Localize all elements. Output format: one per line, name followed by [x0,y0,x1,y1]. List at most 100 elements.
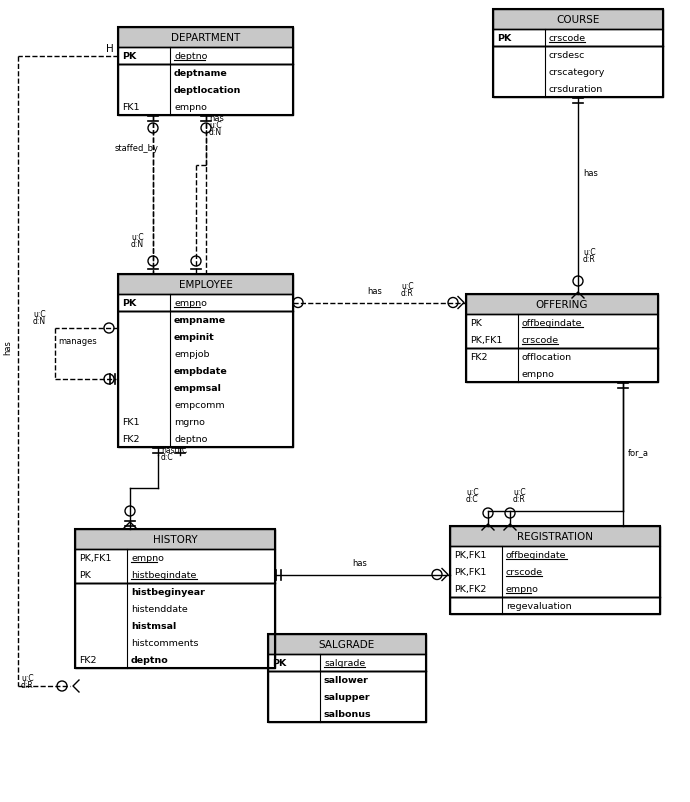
Bar [450,526,660,546]
Text: deptlocation: deptlocation [174,86,242,95]
Bar [118,274,293,294]
Bar [75,583,275,668]
Bar [466,294,658,383]
Text: PK,FK1: PK,FK1 [454,567,486,577]
Text: PK: PK [272,658,286,667]
Bar [466,314,658,349]
Text: u:C: u:C [131,233,144,241]
Text: FK2: FK2 [122,435,139,444]
Text: empinit: empinit [174,333,215,342]
Bar [118,65,293,115]
Text: FK2: FK2 [79,655,97,664]
Text: u:C: u:C [513,488,526,496]
Text: PK: PK [122,298,136,308]
Text: crscode: crscode [506,567,543,577]
Bar [75,583,275,668]
Text: for_a: for_a [628,448,649,456]
Bar [118,294,293,312]
Text: PK: PK [497,34,511,43]
Text: PK,FK1: PK,FK1 [79,553,111,562]
Text: deptno: deptno [174,435,208,444]
Bar [493,47,663,98]
Bar [118,48,293,65]
Text: d:R: d:R [513,494,526,504]
Bar [75,529,275,549]
Bar [118,312,293,448]
Text: crsdesc: crsdesc [549,51,585,60]
Bar [493,30,663,47]
Text: d:N: d:N [131,240,144,249]
Bar [118,65,293,115]
Text: u:C: u:C [209,121,221,130]
Bar [450,526,660,614]
Text: EMPLOYEE: EMPLOYEE [179,280,233,290]
Text: mgrno: mgrno [174,418,205,427]
Bar [493,47,663,98]
Text: offbegindate: offbegindate [522,318,582,327]
Bar [268,654,426,671]
Text: u:C: u:C [466,488,479,496]
Text: deptno: deptno [174,52,208,61]
Text: has: has [583,169,598,178]
Text: u:C: u:C [583,248,595,257]
Text: sallower: sallower [324,675,369,684]
Text: regevaluation: regevaluation [506,602,571,610]
Text: PK: PK [79,570,91,579]
Bar [466,314,658,349]
Text: PK,FK2: PK,FK2 [454,585,486,593]
Bar [450,597,660,614]
Text: empbdate: empbdate [174,367,228,375]
Text: PK: PK [122,52,136,61]
Text: PK: PK [470,318,482,327]
Bar [466,294,658,314]
Text: empno: empno [174,103,207,111]
Bar [268,634,426,654]
Text: FK2: FK2 [470,353,488,362]
Bar [75,529,275,549]
Text: d:C: d:C [161,452,174,461]
Bar [268,634,426,722]
Text: histcomments: histcomments [131,638,199,647]
Text: staffed_by: staffed_by [115,144,159,153]
Bar [75,529,275,668]
Text: has: has [368,287,382,296]
Text: crscode: crscode [522,335,559,345]
Text: hasu:C: hasu:C [161,445,187,455]
Text: salupper: salupper [324,692,371,701]
Text: crsduration: crsduration [549,85,603,94]
Text: has: has [353,559,367,568]
Text: salbonus: salbonus [324,709,372,718]
Text: crscode: crscode [549,34,586,43]
Text: SALGRADE: SALGRADE [319,639,375,649]
Text: empno: empno [131,553,164,562]
Text: DEPARTMENT: DEPARTMENT [171,33,240,43]
Bar [450,546,660,597]
Bar [118,294,293,312]
Text: has: has [3,339,12,354]
Bar [118,312,293,448]
Bar [118,48,293,65]
Bar [268,671,426,722]
Bar [450,526,660,546]
Text: histenddate: histenddate [131,604,188,614]
Text: COURSE: COURSE [556,15,600,25]
Text: FK1: FK1 [122,418,139,427]
Text: d:R: d:R [583,255,595,264]
Text: PK,FK1: PK,FK1 [470,335,502,345]
Bar [75,549,275,583]
Text: d:N: d:N [33,317,46,326]
Bar [268,634,426,654]
Text: OFFERING: OFFERING [535,300,589,310]
Text: empjob: empjob [174,350,210,358]
Text: d:N: d:N [209,128,222,137]
Text: u:C: u:C [33,310,46,318]
Bar [75,549,275,583]
Text: offlocation: offlocation [522,353,572,362]
Text: empmsal: empmsal [174,383,222,392]
Text: REGISTRATION: REGISTRATION [517,532,593,541]
Bar [493,10,663,98]
Text: deptno: deptno [131,655,169,664]
Text: d:C: d:C [466,494,479,504]
Text: u:C: u:C [401,282,413,291]
Text: histbegindate: histbegindate [131,570,197,579]
